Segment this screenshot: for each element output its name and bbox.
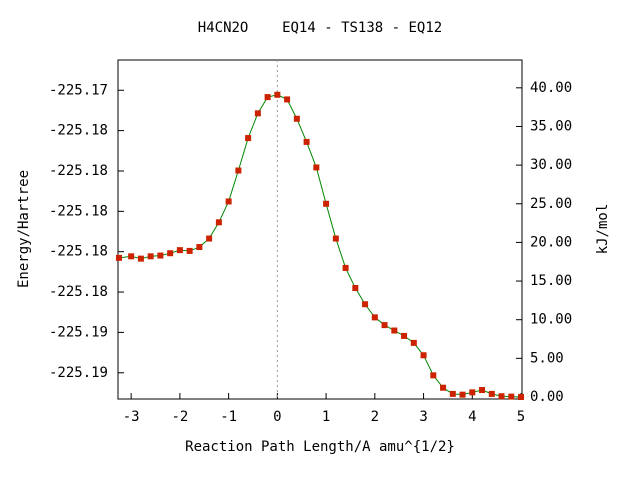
- y-tick-label: -225.19: [49, 324, 108, 340]
- point-marker: [128, 253, 135, 260]
- point-marker: [254, 110, 261, 117]
- point-marker: [137, 255, 144, 262]
- x-tick-label: 4: [468, 409, 476, 425]
- y-tick-label: -225.17: [49, 82, 108, 98]
- y2-tick-label: 5.00: [530, 350, 564, 366]
- y2-tick-label: 30.00: [530, 157, 572, 173]
- point-marker: [352, 285, 359, 292]
- y2-axis-label: kJ/mol: [595, 204, 611, 255]
- point-marker: [362, 301, 369, 308]
- point-marker: [245, 135, 252, 142]
- chart-title: H4CN2O EQ14 - TS138 - EQ12: [198, 20, 442, 36]
- plot-frame: [117, 59, 523, 400]
- point-marker: [498, 393, 505, 400]
- y-tick-label: -225.18: [49, 163, 108, 179]
- point-marker: [508, 393, 515, 400]
- point-marker: [206, 235, 213, 242]
- point-marker: [196, 244, 203, 251]
- point-marker: [323, 200, 330, 207]
- point-marker: [391, 327, 398, 334]
- point-marker: [157, 252, 164, 259]
- point-marker: [430, 372, 437, 379]
- y-tick-label: -225.18: [49, 284, 108, 300]
- x-tick-label: 2: [371, 409, 379, 425]
- point-marker: [293, 115, 300, 122]
- point-marker: [225, 198, 232, 205]
- point-marker: [274, 91, 281, 98]
- point-marker: [518, 393, 525, 400]
- y2-tick-label: 25.00: [530, 196, 572, 212]
- point-marker: [284, 96, 291, 103]
- point-marker: [410, 339, 417, 346]
- point-marker: [420, 352, 427, 359]
- point-marker: [342, 264, 349, 271]
- point-marker: [115, 254, 122, 261]
- y2-tick-label: 15.00: [530, 273, 572, 289]
- point-marker: [176, 247, 183, 254]
- point-marker: [235, 167, 242, 174]
- x-axis-label: Reaction Path Length/A amu^{1/2}: [185, 439, 455, 455]
- series-line: [118, 94, 522, 398]
- point-marker: [264, 94, 271, 101]
- point-marker: [440, 384, 447, 391]
- point-marker: [303, 138, 310, 145]
- y2-tick-label: 35.00: [530, 118, 572, 134]
- y-tick-label: -225.18: [49, 244, 108, 260]
- point-marker: [381, 322, 388, 329]
- x-tick-label: 3: [419, 409, 427, 425]
- x-tick-label: 1: [322, 409, 330, 425]
- y-axis-label: Energy/Hartree: [16, 170, 32, 288]
- point-marker: [186, 247, 193, 254]
- point-marker: [488, 390, 495, 397]
- point-marker: [167, 250, 174, 257]
- point-marker: [479, 387, 486, 394]
- x-tick-label: 5: [517, 409, 525, 425]
- x-tick-label: 0: [273, 409, 281, 425]
- point-marker: [332, 235, 339, 242]
- y2-tick-label: 0.00: [530, 389, 564, 405]
- point-marker: [371, 314, 378, 321]
- y-tick-label: -225.18: [49, 203, 108, 219]
- y-tick-label: -225.19: [49, 365, 108, 381]
- point-marker: [469, 389, 476, 396]
- point-marker: [147, 253, 154, 260]
- y2-tick-label: 20.00: [530, 234, 572, 250]
- point-marker: [459, 391, 466, 398]
- y-tick-label: -225.18: [49, 123, 108, 139]
- point-marker: [449, 390, 456, 397]
- y2-tick-label: 40.00: [530, 80, 572, 96]
- x-tick-label: -1: [220, 409, 237, 425]
- x-tick-label: -3: [123, 409, 140, 425]
- point-marker: [401, 332, 408, 339]
- x-tick-label: -2: [171, 409, 188, 425]
- point-marker: [215, 219, 222, 226]
- y2-tick-label: 10.00: [530, 312, 572, 328]
- point-marker: [313, 164, 320, 171]
